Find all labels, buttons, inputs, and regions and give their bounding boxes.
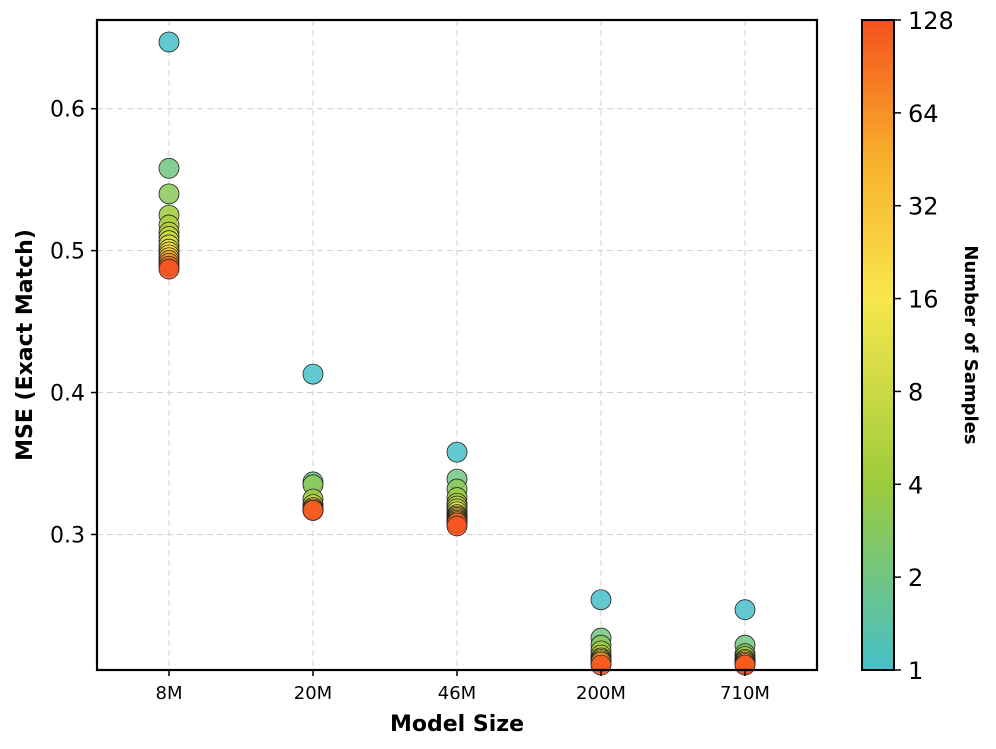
- data-point: [158, 183, 180, 205]
- colorbar-tick-label: 8: [908, 378, 923, 406]
- x-tick-label: 20M: [294, 683, 332, 704]
- colorbar-tick-label: 16: [908, 286, 939, 314]
- y-tick-label: 0.3: [50, 523, 85, 548]
- data-point: [302, 499, 324, 521]
- colorbar-tick-label: 4: [908, 471, 923, 499]
- data-points: [158, 31, 756, 676]
- x-tick-label: 200M: [576, 683, 626, 704]
- y-tick-label: 0.6: [50, 98, 85, 123]
- x-tick-label: 8M: [156, 683, 183, 704]
- colorbar-tick-label: 1: [908, 657, 923, 685]
- grid-lines: [97, 20, 817, 670]
- data-point: [158, 258, 180, 280]
- colorbar-tick-label: 32: [908, 193, 939, 221]
- x-tick-label: 710M: [720, 683, 770, 704]
- data-point: [734, 599, 756, 621]
- colorbar-title: Number of Samples: [960, 245, 981, 444]
- colorbar-tick-label: 2: [908, 564, 923, 592]
- colorbar-tick-label: 128: [908, 7, 954, 35]
- data-point: [158, 31, 180, 53]
- x-axis-ticks: 8M 20M 46M 200M 710M: [156, 670, 770, 704]
- data-point: [302, 363, 324, 385]
- x-axis-title: Model Size: [390, 712, 524, 737]
- y-tick-label: 0.4: [50, 382, 85, 407]
- data-point: [158, 157, 180, 179]
- colorbar-ticks: 1 2 4 8 16 32 64 128: [894, 7, 954, 685]
- colorbar: [861, 19, 895, 671]
- y-tick-label: 0.5: [50, 240, 85, 265]
- y-axis-ticks: 0.3 0.4 0.5 0.6: [50, 98, 97, 548]
- data-point: [590, 589, 612, 611]
- colorbar-tick-label: 64: [908, 100, 939, 128]
- data-point: [446, 515, 468, 537]
- x-tick-label: 46M: [438, 683, 476, 704]
- data-point: [446, 441, 468, 463]
- y-axis-title: MSE (Exact Match): [13, 229, 38, 461]
